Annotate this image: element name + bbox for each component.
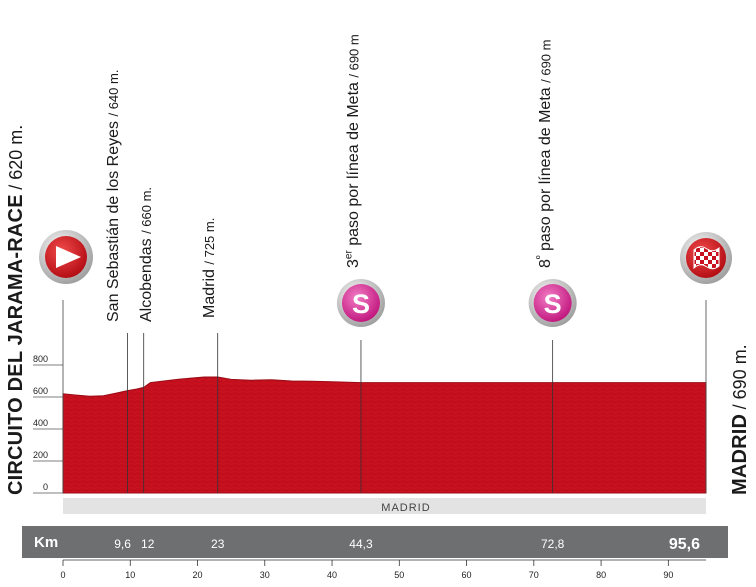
waypoint-km-label: 72,8 [541, 537, 565, 551]
x-tick-label: 30 [260, 570, 270, 580]
waypoint-label: Madrid / 725 m. [200, 217, 218, 318]
x-tick-label: 90 [663, 570, 673, 580]
finish-icon-flag [693, 246, 720, 270]
waypoint-km-label: 9,6 [114, 537, 131, 551]
madrid-band [63, 498, 706, 514]
madrid-band-label: MADRID [381, 502, 430, 514]
waypoint-label: 8º paso por línea de Meta / 690 m [535, 39, 554, 268]
total-km-label: 95,6 [669, 536, 700, 553]
y-tick-label: 0 [43, 482, 48, 492]
x-tick-label: 80 [596, 570, 606, 580]
waypoint-label: San Sebastián de los Reyes / 640 m. [104, 69, 122, 322]
km-bar-label: Km [34, 534, 58, 551]
sprint-icon-ball [533, 284, 572, 322]
sprint-icon: S [336, 279, 385, 327]
x-tick-label: 70 [529, 570, 539, 580]
start-icon [39, 230, 93, 284]
y-tick-label: 200 [33, 450, 48, 460]
sprint-icon-letter: S [352, 289, 370, 319]
waypoint-km-label: 23 [211, 537, 225, 551]
start-icon-arrow [56, 246, 81, 268]
km-bar [22, 526, 728, 558]
finish-flag-icon [680, 232, 732, 284]
sprint-icon: S [528, 279, 577, 327]
x-tick-label: 10 [125, 570, 135, 580]
x-tick-label: 40 [327, 570, 337, 580]
x-tick-label: 20 [193, 570, 203, 580]
y-tick-label: 400 [33, 418, 48, 428]
x-tick-label: 0 [60, 570, 65, 580]
waypoint-km-label: 44,3 [349, 537, 373, 551]
x-tick-label: 60 [462, 570, 472, 580]
y-tick-label: 600 [33, 386, 48, 396]
finish-label: MADRID / 690 m. [729, 344, 751, 495]
sprint-icon-ball [341, 284, 380, 322]
start-label: CIRCUITO DEL JARAMA-RACE / 620 m. [5, 124, 27, 495]
x-tick-label: 50 [394, 570, 404, 580]
waypoint-label: Alcobendas / 660 m. [137, 186, 155, 322]
elevation-area [62, 376, 707, 494]
sprint-icon-letter: S [544, 289, 562, 319]
waypoint-km-label: 12 [141, 537, 155, 551]
y-tick-label: 800 [33, 354, 48, 364]
waypoint-label: 3er paso por línea de Meta / 690 m [343, 34, 363, 268]
